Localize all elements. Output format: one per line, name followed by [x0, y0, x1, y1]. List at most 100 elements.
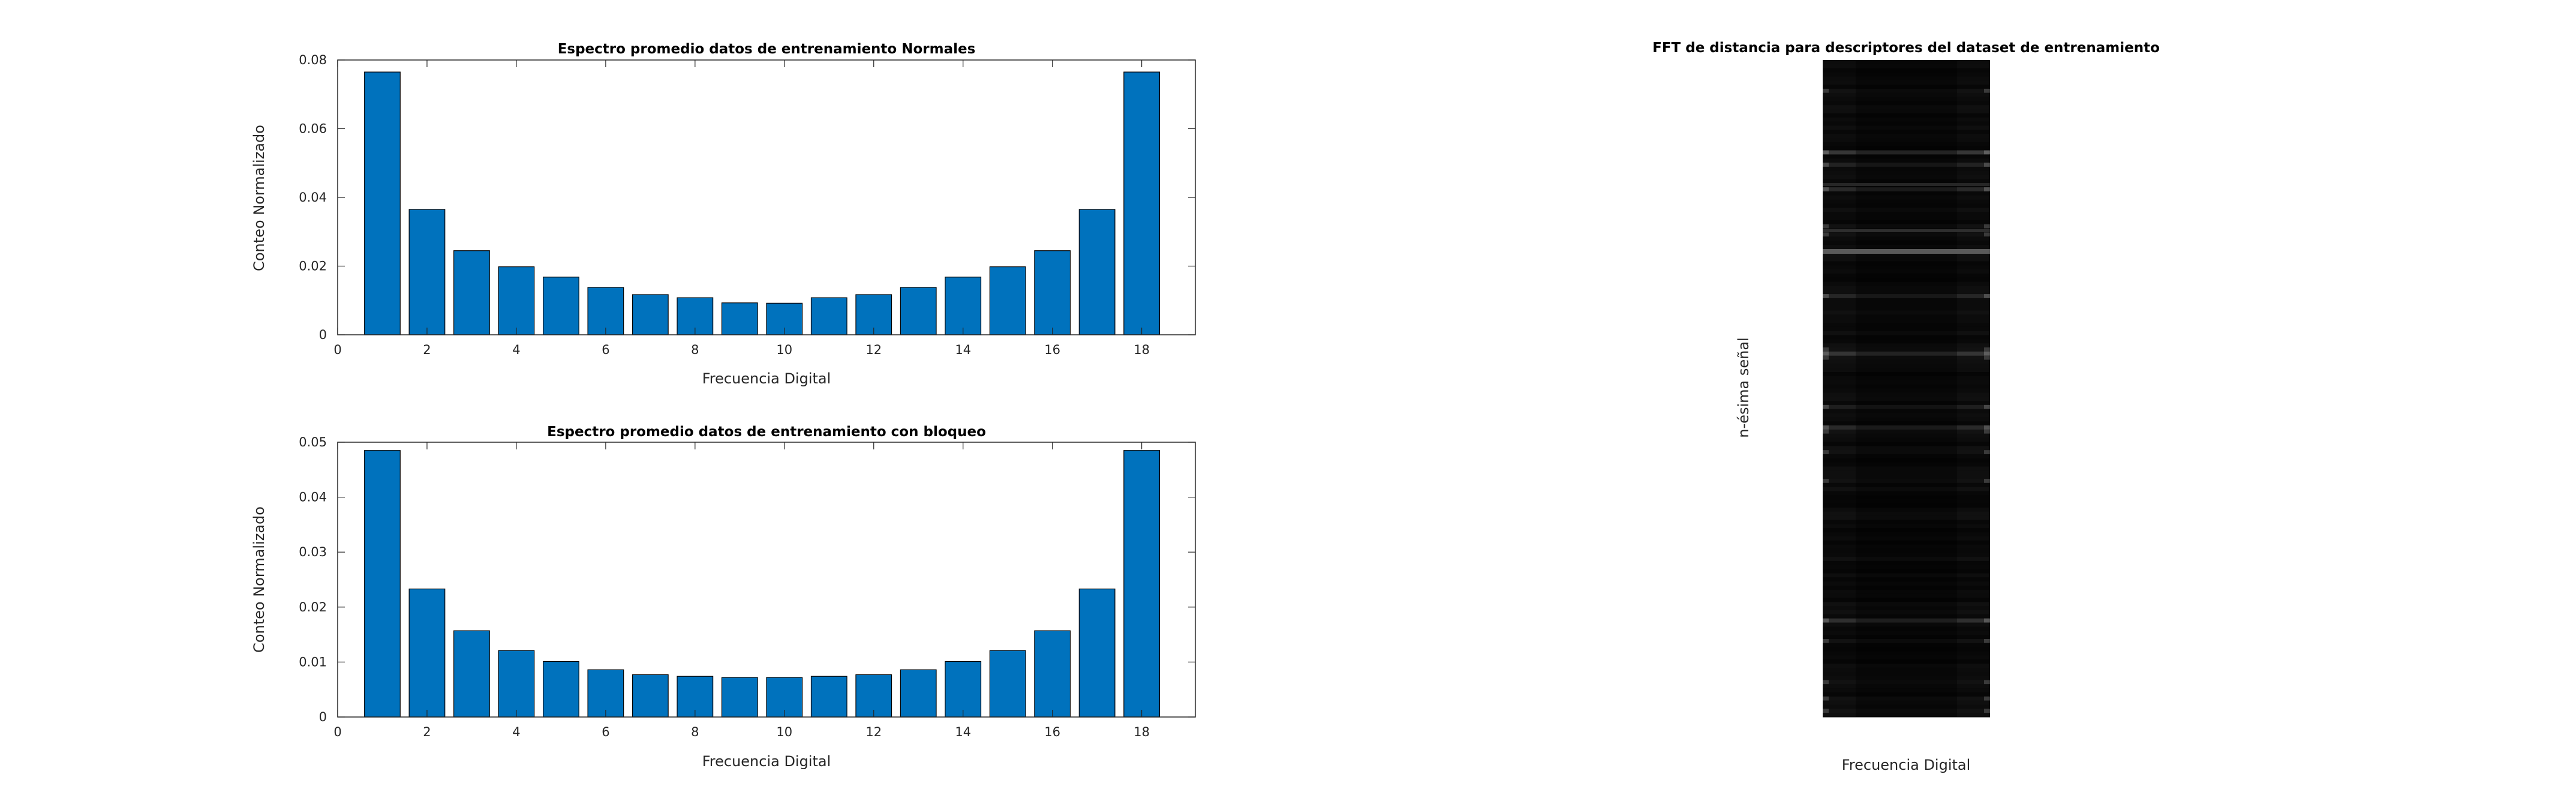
heatmap-row [1823, 655, 1990, 660]
top-chart-ticks: 0 2 4 6 8 10 12 14 16 18 0 0.02 0.04 0.06 0.08 [299, 53, 1195, 357]
heatmap-row [1823, 692, 1990, 697]
heatmap-row [1823, 212, 1990, 217]
bar [989, 650, 1026, 718]
heatmap-cell [1984, 355, 1990, 360]
heatmap-bright-row [1823, 249, 1990, 254]
heatmap-row [1823, 433, 1990, 439]
heatmap-row [1823, 671, 1990, 677]
heatmap-row [1823, 130, 1990, 134]
heatmap-cell [1984, 479, 1990, 483]
bar [1123, 71, 1161, 335]
heatmap-row [1823, 696, 1990, 701]
bar [1078, 588, 1116, 718]
heatmap-cell [1823, 347, 1829, 352]
heatmap-row [1823, 429, 1990, 434]
bar [543, 277, 579, 335]
heatmap-row [1823, 372, 1990, 377]
heatmap-row [1823, 680, 1990, 685]
heatmap-row [1823, 368, 1990, 373]
heatmap-row [1823, 458, 1990, 463]
heatmap-row [1823, 269, 1990, 274]
top-chart-title: Espectro promedio datos de entrenamiento… [558, 41, 976, 57]
heatmap-row [1823, 709, 1990, 713]
heatmap-cell [1823, 680, 1829, 685]
x-tick-label: 10 [776, 343, 792, 357]
heatmap-row [1823, 528, 1990, 533]
heatmap-cell [1984, 680, 1990, 685]
heatmap-cell [1823, 618, 1829, 623]
heatmap-row [1823, 351, 1990, 356]
heatmap-row [1823, 236, 1990, 241]
y-tick-label: 0.02 [299, 600, 327, 614]
top-chart-axes-box [337, 59, 1196, 335]
x-tick-label: 2 [423, 343, 431, 357]
heatmap-row [1823, 117, 1990, 122]
heatmap-row [1823, 281, 1990, 286]
heatmap-row [1823, 64, 1990, 69]
heatmap-row [1823, 532, 1990, 537]
heatmap-row [1823, 450, 1990, 455]
bar [1078, 209, 1116, 335]
heatmap-cell [1823, 696, 1829, 701]
heatmap-row [1823, 306, 1990, 311]
heatmap-ylabel: n-ésima señal [1735, 337, 1752, 437]
heatmap-row [1823, 540, 1990, 545]
bar [945, 277, 982, 335]
heatmap-row [1823, 241, 1990, 245]
heatmap-chart: FFT de distancia para descriptores del d… [1652, 40, 2160, 773]
heatmap-row [1823, 195, 1990, 200]
heatmap-row [1823, 651, 1990, 656]
heatmap-cell [1984, 88, 1990, 93]
heatmap-row [1823, 507, 1990, 512]
heatmap-cell [1984, 618, 1990, 623]
heatmap-cell [1823, 163, 1829, 167]
heatmap-row [1823, 72, 1990, 77]
heatmap-row [1823, 520, 1990, 524]
heatmap-row [1823, 659, 1990, 664]
heatmap-row [1823, 376, 1990, 381]
y-tick-label: 0 [319, 328, 327, 342]
heatmap-row [1823, 224, 1990, 229]
x-tick-label: 14 [955, 725, 971, 739]
heatmap-row [1823, 704, 1990, 709]
bottom-chart-title: Espectro promedio datos de entrenamiento… [547, 424, 986, 440]
heatmap-row [1823, 310, 1990, 315]
bar [498, 266, 535, 335]
heatmap-cell [1823, 187, 1829, 191]
bar [900, 669, 937, 718]
heatmap-row [1823, 179, 1990, 184]
heatmap-row [1823, 524, 1990, 529]
heatmap-row [1823, 589, 1990, 595]
heatmap-cell [1823, 479, 1829, 483]
heatmap-row [1823, 125, 1990, 130]
heatmap-cell [1984, 163, 1990, 167]
bar [408, 209, 446, 335]
heatmap-row [1823, 495, 1990, 500]
heatmap-row [1823, 643, 1990, 648]
heatmap-row [1823, 364, 1990, 368]
heatmap-row [1823, 548, 1990, 553]
heatmap-row [1823, 536, 1990, 541]
heatmap-row [1823, 610, 1990, 615]
bar [498, 650, 535, 718]
heatmap-row [1823, 560, 1990, 566]
bar [721, 302, 758, 335]
x-tick-label: 6 [602, 343, 609, 357]
bar [810, 297, 847, 335]
top-bar-chart: Espectro promedio datos de entrenamiento… [251, 41, 1196, 387]
heatmap-cell [1823, 429, 1829, 434]
heatmap-center-band [1856, 60, 1957, 717]
heatmap-row [1823, 232, 1990, 237]
heatmap-row [1823, 199, 1990, 205]
heatmap-row [1823, 417, 1990, 422]
heatmap-row [1823, 142, 1990, 147]
heatmap-row [1823, 499, 1990, 504]
heatmap-row [1823, 339, 1990, 344]
heatmap-row [1823, 335, 1990, 340]
heatmap-row [1823, 113, 1990, 118]
heatmap-row [1823, 462, 1990, 467]
heatmap-row [1823, 380, 1990, 385]
heatmap-row [1823, 401, 1990, 406]
bar [810, 676, 847, 718]
